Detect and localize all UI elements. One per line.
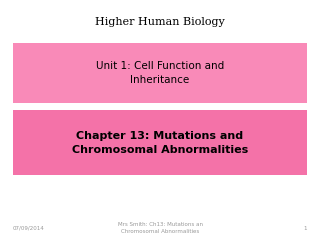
Text: Unit 1: Cell Function and
Inheritance: Unit 1: Cell Function and Inheritance — [96, 61, 224, 85]
Text: 07/09/2014: 07/09/2014 — [13, 226, 44, 230]
Text: Mrs Smith: Ch13: Mutations an
Chromosomal Abnormalities: Mrs Smith: Ch13: Mutations an Chromosoma… — [117, 222, 203, 234]
Text: Chapter 13: Mutations and
Chromosomal Abnormalities: Chapter 13: Mutations and Chromosomal Ab… — [72, 131, 248, 155]
Text: Higher Human Biology: Higher Human Biology — [95, 17, 225, 27]
FancyBboxPatch shape — [13, 43, 307, 103]
FancyBboxPatch shape — [13, 110, 307, 175]
Text: 1: 1 — [304, 226, 307, 230]
